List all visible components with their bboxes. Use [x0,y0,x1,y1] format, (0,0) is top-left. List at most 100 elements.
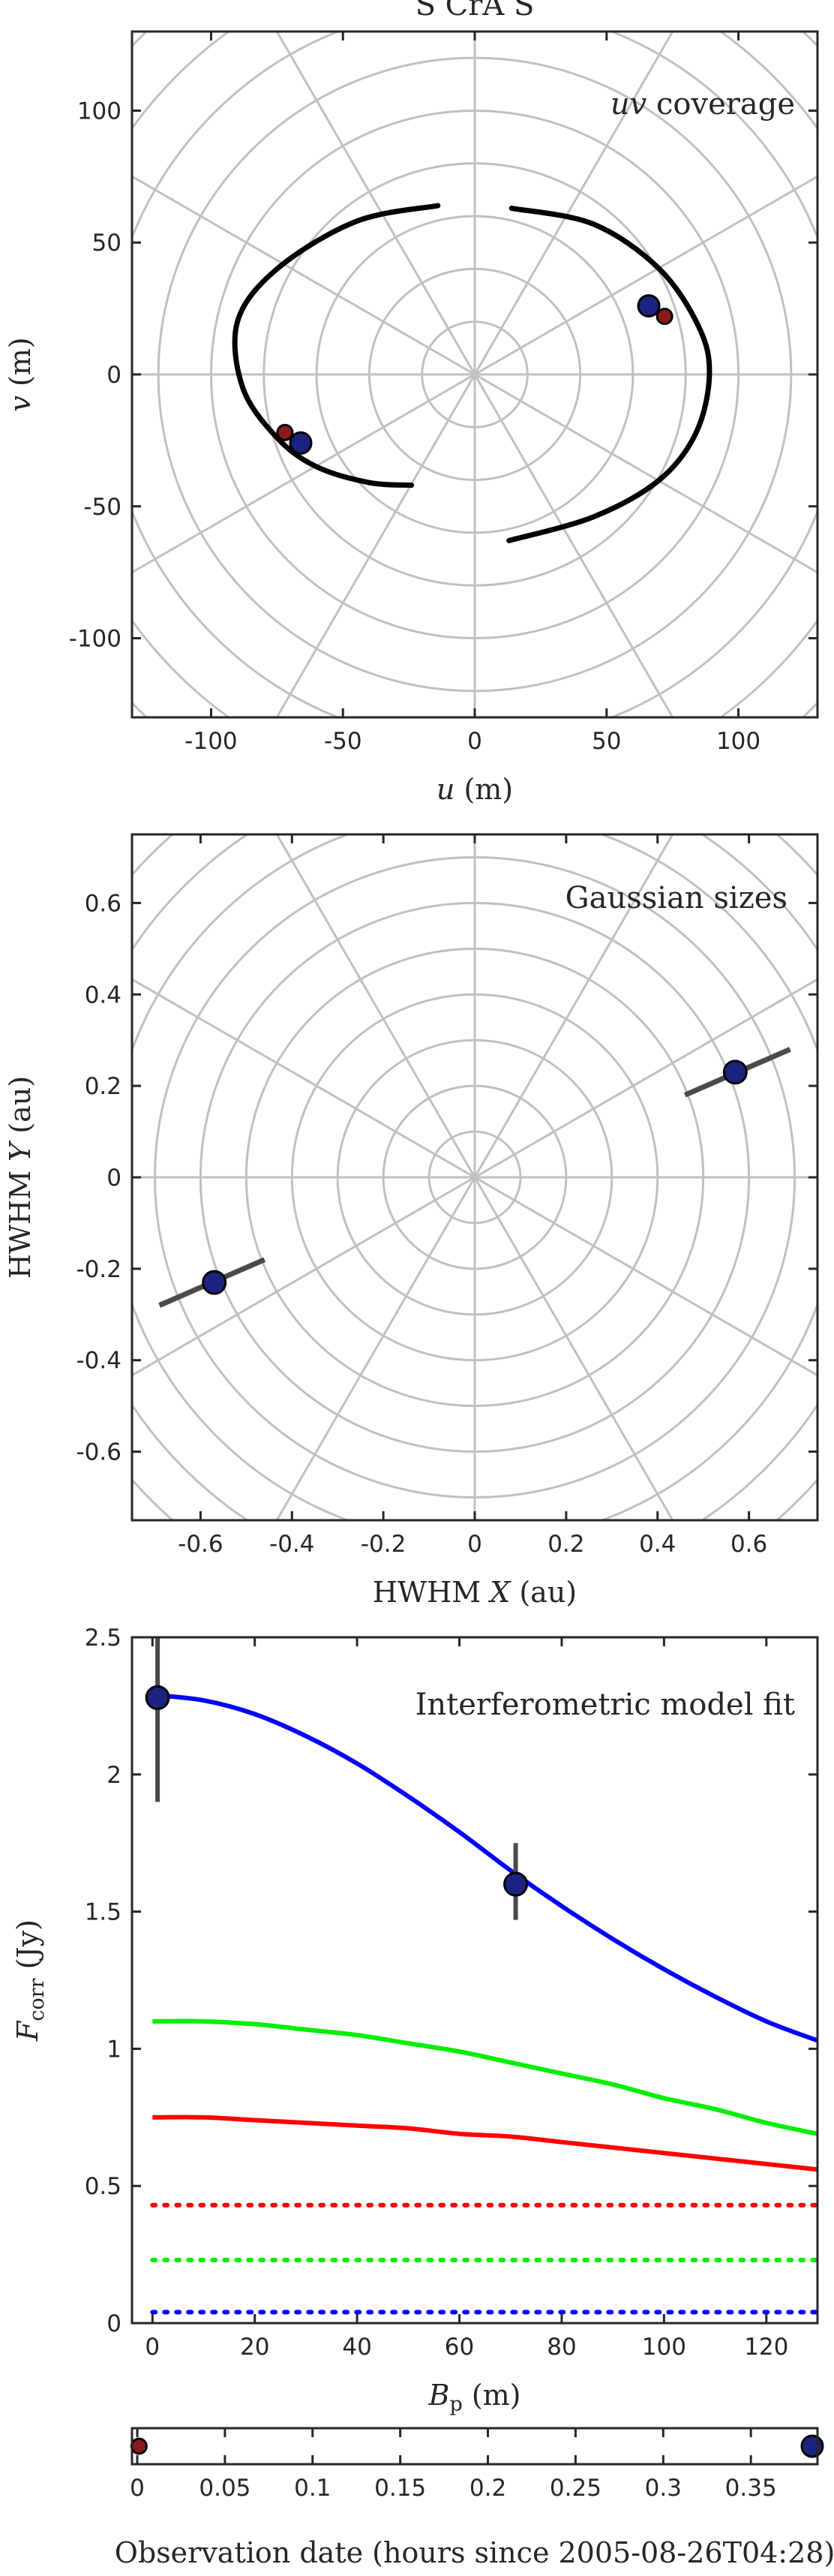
annotation: uv coverage [610,87,795,122]
plot-frame [130,1636,819,2325]
x-tick-label: -50 [324,728,362,755]
y-tick-label: -100 [69,626,122,653]
uv-coverage-panel: S CrA S -100 -50 0 50 100 -100 -50 0 50 100 uv co… [0,0,834,1324]
annotation: Interferometric model fit [416,1688,795,1722]
x-tick-label: 0 [130,2475,145,2502]
y-tick-label: 0.5 [85,2173,122,2200]
x-tick-label: 0.2 [548,1531,584,1558]
x-tick-label: -0.2 [361,1531,406,1558]
uv-marker [276,423,294,441]
y-tick-label: 50 [92,230,122,257]
grid-spoke [473,1177,674,1520]
grid-spoke [474,1176,818,1377]
polar-grid [0,0,834,1324]
axis-ticks: -0.6 -0.4 -0.2 0 0.2 0.4 0.6 -0.6 -0.4 -0.2 0 0.2 0.… [76,834,818,1558]
flux-marker [145,1685,170,1710]
y-tick-label: -0.6 [76,1439,122,1466]
flux-points [145,1685,529,1897]
grid-spoke [275,834,476,1178]
x-tick-label: -100 [184,728,237,755]
model-curves [150,1692,818,2315]
grid-circle [0,0,834,1324]
y-tick-label: 2.5 [85,1625,122,1652]
grid-circle [0,0,834,902]
x-tick-label: -0.4 [269,1531,315,1558]
x-tick-label: 0.25 [550,2475,602,2502]
x-tick-label: 40 [342,2334,371,2361]
x-tick-label: 0.2 [470,2475,506,2502]
size-points [202,1060,748,1295]
annotation: Gaussian sizes [566,881,788,915]
grid-spoke [474,978,818,1179]
y-tick-label: -0.4 [76,1348,122,1375]
x-axis-label: Bp (m) [428,2379,521,2416]
x-tick-label: 100 [716,728,760,755]
y-axis-label: v (m) [4,337,37,411]
date-marker [130,2437,148,2455]
x-tick-label: 0.15 [374,2475,426,2502]
grid-spoke [474,373,818,574]
grid-spoke [473,32,674,375]
model-curve [152,2018,818,2136]
track-line [506,206,712,543]
y-tick-label: 0.2 [85,1073,122,1100]
grid-spoke [132,373,476,574]
y-tick-label: 1.5 [85,1899,122,1926]
grid-spoke [275,32,476,375]
grid-spoke [132,175,476,376]
grid-spoke [473,374,674,717]
x-tick-label: 0 [467,1531,482,1558]
date-points [130,2434,824,2458]
x-tick-label: 0.6 [730,1531,767,1558]
flux-marker [503,1871,529,1897]
y-tick-label: 1 [106,2036,122,2063]
y-axis-label: HWHM Y (au) [4,1076,37,1279]
x-tick-label: 80 [547,2334,576,2361]
x-tick-label: 120 [744,2334,788,2361]
uv-marker [289,431,313,455]
model-curve [152,2115,818,2172]
polar-grid [132,834,818,1520]
y-tick-label: 0 [106,1165,122,1192]
grid-circle [0,0,834,954]
x-tick-label: 50 [592,728,621,755]
grid-spoke [275,1177,476,1520]
y-tick-label: 0.4 [85,981,122,1008]
y-tick-label: 2 [106,1762,122,1789]
x-axis-label: Observation date (hours since 2005-08-26… [115,2536,834,2569]
x-tick-label: 0.4 [639,1531,676,1558]
x-axis-label: HWHM X (au) [373,1576,577,1609]
gaussian-sizes-panel: -0.6 -0.4 -0.2 0 0.2 0.4 0.6 -0.6 -0.4 -0.2 0 0.2 0.… [4,833,819,1609]
axis-ticks: -100 -50 0 50 100 -100 -50 0 50 100 [69,32,818,755]
x-tick-label: 60 [445,2334,474,2361]
grid-spoke [132,1176,476,1377]
x-tick-label: 0 [145,2334,160,2361]
x-tick-label: 100 [642,2334,686,2361]
y-tick-label: 0.6 [85,890,122,917]
x-tick-label: -0.6 [178,1531,224,1558]
x-tick-label: 0.3 [645,2475,682,2502]
chart-title: S CrA S [416,0,535,23]
y-axis-label: Fcorr (Jy) [11,1919,49,2042]
size-marker [202,1270,227,1295]
y-tick-label: 100 [77,98,122,125]
grid-circle [0,0,834,1113]
x-tick-label: 0.1 [294,2475,331,2502]
grid-circle [132,32,818,717]
axis-ticks: 0 0.05 0.1 0.15 0.2 0.25 0.3 0.35 [130,2428,777,2502]
grid-spoke [132,978,476,1179]
date-marker [800,2434,824,2458]
x-tick-label: 0 [467,728,482,755]
grid-spoke [474,175,818,376]
grid-spoke [473,834,674,1178]
axis-ticks: 0 20 40 60 80 100 120 0 0.5 1 1.5 2 2.5 [85,1625,818,2361]
x-tick-label: 0.05 [199,2475,250,2502]
x-axis-label: u (m) [436,773,513,806]
uv-points [276,294,674,455]
model-curve [152,1692,818,2043]
grid-circle [0,0,834,1166]
grid-circle [0,0,834,1271]
plot-frame [130,2427,819,2466]
x-tick-label: 0.35 [725,2475,777,2502]
